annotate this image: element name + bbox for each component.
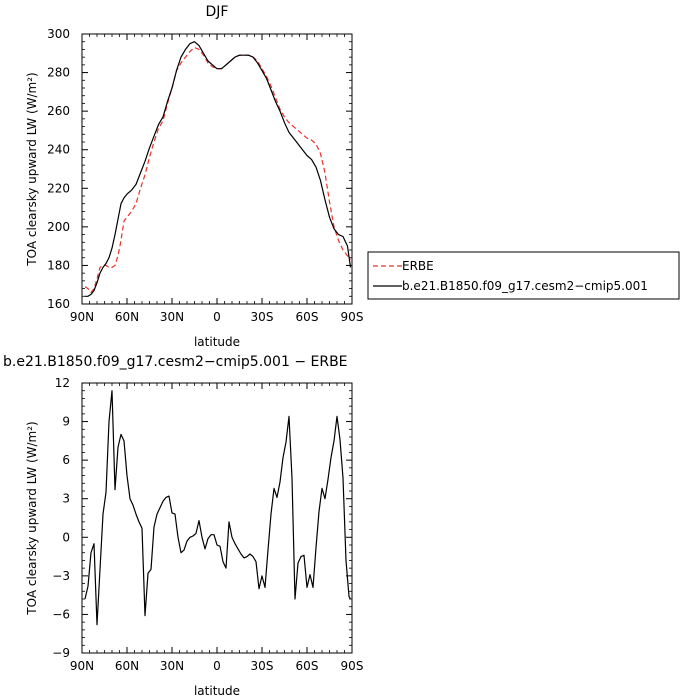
bottom-y-tick-label: −6 xyxy=(52,607,70,621)
top-y-tick-label: 240 xyxy=(47,143,70,157)
bottom-series xyxy=(84,390,352,626)
bottom-y-tick-label: 9 xyxy=(62,415,70,429)
top-x-axis-label: latitude xyxy=(194,335,240,349)
bottom-y-axis-label: TOA clearsky upward LW (W/m²) xyxy=(25,421,39,615)
bottom-x-tick-label: 90S xyxy=(341,659,364,673)
top-y-tick-label: 180 xyxy=(47,258,70,272)
top-plot-frame xyxy=(81,33,353,305)
bottom-y-tick-label: −9 xyxy=(52,646,70,660)
legend: ERBE b.e21.B1850.f09_g17.cesm2−cmip5.001 xyxy=(367,251,680,300)
bottom-x-tick-label: 60N xyxy=(115,659,139,673)
bottom-y-tick-label: 12 xyxy=(55,376,70,390)
bottom-y-tick-label: −3 xyxy=(52,569,70,583)
bottom-x-tick-label: 90N xyxy=(70,659,94,673)
top-x-tick-label: 60N xyxy=(115,310,139,324)
bottom-x-tick-label: 0 xyxy=(213,659,221,673)
top-panel-title: DJF xyxy=(206,4,229,20)
top-x-tick-label: 0 xyxy=(213,310,221,324)
bottom-panel-title: b.e21.B1850.f09_g17.cesm2−cmip5.001 − ER… xyxy=(3,354,348,370)
bottom-y-tick-label: 0 xyxy=(62,530,70,544)
bottom-plot-frame xyxy=(81,382,353,654)
top-x-tick-label: 30S xyxy=(251,310,274,324)
top-y-tick-label: 200 xyxy=(47,220,70,234)
legend-label-model: b.e21.B1850.f09_g17.cesm2−cmip5.001 xyxy=(402,279,648,293)
top-y-tick-label: 220 xyxy=(47,181,70,195)
top-y-tick-label: 160 xyxy=(47,297,70,311)
top-x-tick-label: 30N xyxy=(160,310,184,324)
bottom-panel: b.e21.B1850.f09_g17.cesm2−cmip5.001 − ER… xyxy=(3,354,363,698)
top-y-axis-label: TOA clearsky upward LW (W/m²) xyxy=(25,72,39,266)
bottom-x-tick-label: 30S xyxy=(251,659,274,673)
top-series-line-0 xyxy=(84,46,351,293)
top-x-tick-label: 60S xyxy=(296,310,319,324)
bottom-series-line-0 xyxy=(84,390,352,626)
bottom-x-tick-label: 30N xyxy=(160,659,184,673)
top-x-tick-label: 90N xyxy=(70,310,94,324)
legend-box xyxy=(367,251,680,300)
bottom-x-tick-label: 60S xyxy=(296,659,319,673)
top-ticks: 90N 60N 30N 0 30S 60S 90S 160 180 200 220 240 260 280… xyxy=(47,27,363,324)
top-x-tick-label: 90S xyxy=(341,310,364,324)
top-series xyxy=(84,41,352,297)
top-y-tick-label: 300 xyxy=(47,27,70,41)
bottom-y-tick-label: 3 xyxy=(62,492,70,506)
bottom-x-axis-label: latitude xyxy=(194,684,240,698)
top-series-line-1 xyxy=(85,41,352,297)
legend-label-erbe: ERBE xyxy=(402,259,434,273)
top-y-tick-label: 280 xyxy=(47,66,70,80)
top-y-tick-label: 260 xyxy=(47,104,70,118)
bottom-ticks: 90N 60N 30N 0 30S 60S 90S −9 −6 −3 0 3 6 9 12 xyxy=(52,376,363,673)
top-panel: DJF 90N 60N 30N 0 30S 60S 90S 160 180 200 220 240 26… xyxy=(25,4,363,349)
bottom-y-tick-label: 6 xyxy=(62,453,70,467)
